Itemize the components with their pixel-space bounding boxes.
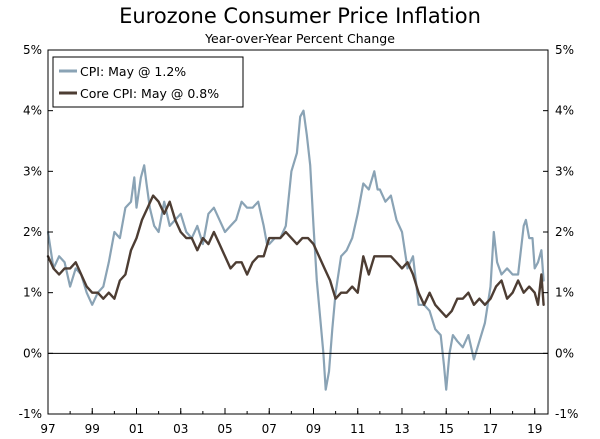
x-tick-label: 01 xyxy=(129,422,144,436)
legend-label-core-cpi: Core CPI: May @ 0.8% xyxy=(80,86,219,101)
y-tick-label-left: 0% xyxy=(23,346,42,360)
x-tick-label: 09 xyxy=(306,422,321,436)
y-tick-label-left: -1% xyxy=(19,407,42,421)
y-tick-label-left: 1% xyxy=(23,286,42,300)
y-tick-label-right: 4% xyxy=(555,104,574,118)
legend-box xyxy=(52,56,244,108)
x-tick-label: 17 xyxy=(483,422,498,436)
core-cpi-series-line xyxy=(46,194,545,319)
y-tick-label-right: 0% xyxy=(555,346,574,360)
y-tick-label-right: 5% xyxy=(555,43,574,57)
y-tick-label-right: 3% xyxy=(555,164,574,178)
x-tick-label: 19 xyxy=(527,422,542,436)
x-tick-label: 97 xyxy=(40,422,55,436)
chart-title: Eurozone Consumer Price Inflation xyxy=(119,4,481,28)
y-tick-label-left: 5% xyxy=(23,43,42,57)
x-tick-label: 15 xyxy=(439,422,454,436)
y-tick-label-left: 4% xyxy=(23,104,42,118)
x-tick-label: 99 xyxy=(85,422,100,436)
x-tick-label: 03 xyxy=(173,422,188,436)
x-tick-label: 05 xyxy=(217,422,232,436)
x-tick-label: 13 xyxy=(394,422,409,436)
chart-subtitle: Year-over-Year Percent Change xyxy=(205,31,395,46)
x-tick-label: 07 xyxy=(262,422,277,436)
y-tick-label-left: 2% xyxy=(23,225,42,239)
y-tick-label-right: -1% xyxy=(555,407,578,421)
x-tick-label: 11 xyxy=(350,422,365,436)
y-tick-label-right: 1% xyxy=(555,286,574,300)
cpi-series-line xyxy=(46,109,545,391)
y-tick-label-right: 2% xyxy=(555,225,574,239)
y-tick-label-left: 3% xyxy=(23,164,42,178)
legend-label-cpi: CPI: May @ 1.2% xyxy=(80,64,186,79)
